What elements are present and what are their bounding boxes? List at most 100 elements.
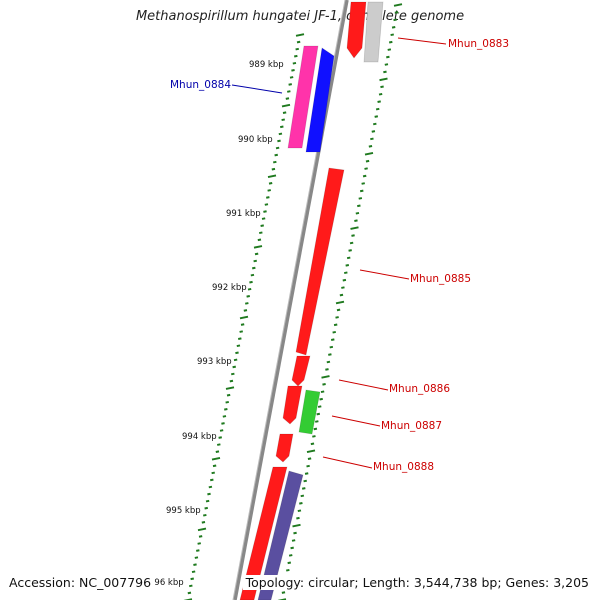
gene-arrow-mhun-0884-magenta [287, 45, 319, 149]
tick-track-inner [278, 132, 283, 136]
tick-track-outer [296, 516, 300, 520]
tick-track-inner [193, 563, 197, 566]
tick-track-outer [359, 189, 364, 193]
tick-track-outer [315, 420, 319, 423]
tick-track-outer [316, 412, 321, 416]
topology-label: Topology: circular; Length: 3,544,738 bp… [242, 575, 592, 590]
tick-track-inner [275, 146, 280, 150]
tick-track-outer [394, 11, 399, 14]
tick-track-inner [287, 90, 291, 93]
tick-track-outer [301, 487, 306, 490]
tick-track-inner [292, 61, 297, 65]
tick-track-outer [335, 300, 345, 305]
gene-arrow-mhun-0884 [305, 47, 335, 153]
gene-label: Mhun_0886 [389, 383, 450, 395]
tick-track-inner [260, 224, 264, 227]
kbp-label: 994 kbp [182, 432, 217, 442]
gene-label: Mhun_0883 [448, 38, 509, 50]
tick-track-outer [330, 338, 335, 341]
tick-track-outer [364, 151, 374, 156]
tick-track-outer [358, 197, 363, 200]
tick-track-outer [329, 345, 334, 349]
tick-track-inner [285, 97, 290, 100]
tick-track-inner [207, 492, 211, 496]
tick-track-outer [306, 464, 310, 468]
tick-track-inner [266, 196, 270, 199]
tick-track-outer [373, 122, 377, 126]
tick-track-inner [222, 415, 227, 418]
tick-track-outer [374, 115, 379, 118]
tick-track-outer [380, 85, 384, 89]
tick-track-inner [277, 139, 281, 143]
tick-track-outer [346, 256, 351, 260]
tick-track-inner [196, 549, 200, 552]
tick-track-outer [293, 531, 297, 535]
tick-track-inner [208, 485, 213, 489]
tick-track-inner [289, 76, 294, 79]
leader-line [338, 379, 389, 391]
tick-track-outer [307, 457, 312, 460]
tick-track-inner [187, 591, 192, 595]
tick-track-outer [379, 77, 388, 82]
tick-track-inner [246, 295, 250, 298]
tick-track-outer [339, 293, 344, 297]
tick-track-inner [250, 273, 255, 277]
tick-track-outer [332, 330, 336, 334]
gene-arrow-0888b [239, 466, 288, 600]
tick-track-inner [274, 153, 278, 157]
tick-track-outer [341, 286, 345, 289]
tick-track-outer [333, 323, 338, 327]
tick-track-outer [371, 130, 376, 133]
tick-track-outer [388, 40, 393, 44]
kbp-label: 993 kbp [197, 357, 232, 367]
kbp-label: 992 kbp [212, 283, 247, 293]
tick-track-inner [219, 429, 224, 432]
tick-track-outer [328, 353, 332, 356]
tick-track-outer [336, 308, 341, 312]
tick-track-outer [349, 241, 354, 245]
tick-track-outer [355, 211, 360, 215]
tick-track-inner [273, 160, 277, 164]
tick-track-inner [259, 231, 263, 235]
tick-track-inner [211, 471, 215, 475]
gene-label: Mhun_0884 [170, 79, 231, 91]
gene-arrow-0888a [275, 433, 294, 463]
tick-track-outer [303, 479, 307, 483]
leader-line [231, 84, 283, 94]
tick-track-inner [205, 499, 210, 503]
tick-track-inner [253, 245, 263, 249]
gene-arrow-mhun-0883 [346, 1, 367, 59]
tick-track-inner [239, 330, 243, 333]
tick-track-inner [267, 174, 277, 179]
tick-track-outer [357, 204, 361, 208]
tick-track-outer [313, 427, 318, 431]
leader-line [322, 456, 373, 469]
tick-track-inner [190, 577, 194, 581]
tick-track-outer [306, 449, 316, 454]
tick-track-inner [261, 217, 266, 220]
tick-track-outer [326, 360, 331, 364]
tick-track-inner [271, 167, 276, 171]
tick-track-outer [287, 561, 292, 565]
tick-track-inner [201, 521, 206, 524]
tick-track-inner [240, 323, 245, 326]
tick-track-inner [233, 358, 238, 362]
tick-track-outer [370, 137, 374, 141]
tick-track-outer [377, 100, 381, 103]
tick-track-outer [277, 598, 287, 600]
tick-track-outer [383, 70, 387, 74]
tick-track-inner [282, 111, 287, 114]
tick-track-inner [263, 210, 267, 213]
tick-track-inner [281, 118, 285, 122]
tick-track-outer [362, 174, 367, 178]
tick-track-outer [390, 33, 394, 37]
tick-track-inner [204, 506, 208, 510]
tick-track-inner [198, 535, 203, 538]
tick-track-outer [345, 264, 350, 267]
tick-track-inner [295, 33, 305, 37]
tick-track-inner [231, 372, 235, 376]
tick-track-inner [210, 478, 214, 482]
tick-track-inner [254, 252, 259, 256]
tick-track-outer [348, 249, 352, 252]
